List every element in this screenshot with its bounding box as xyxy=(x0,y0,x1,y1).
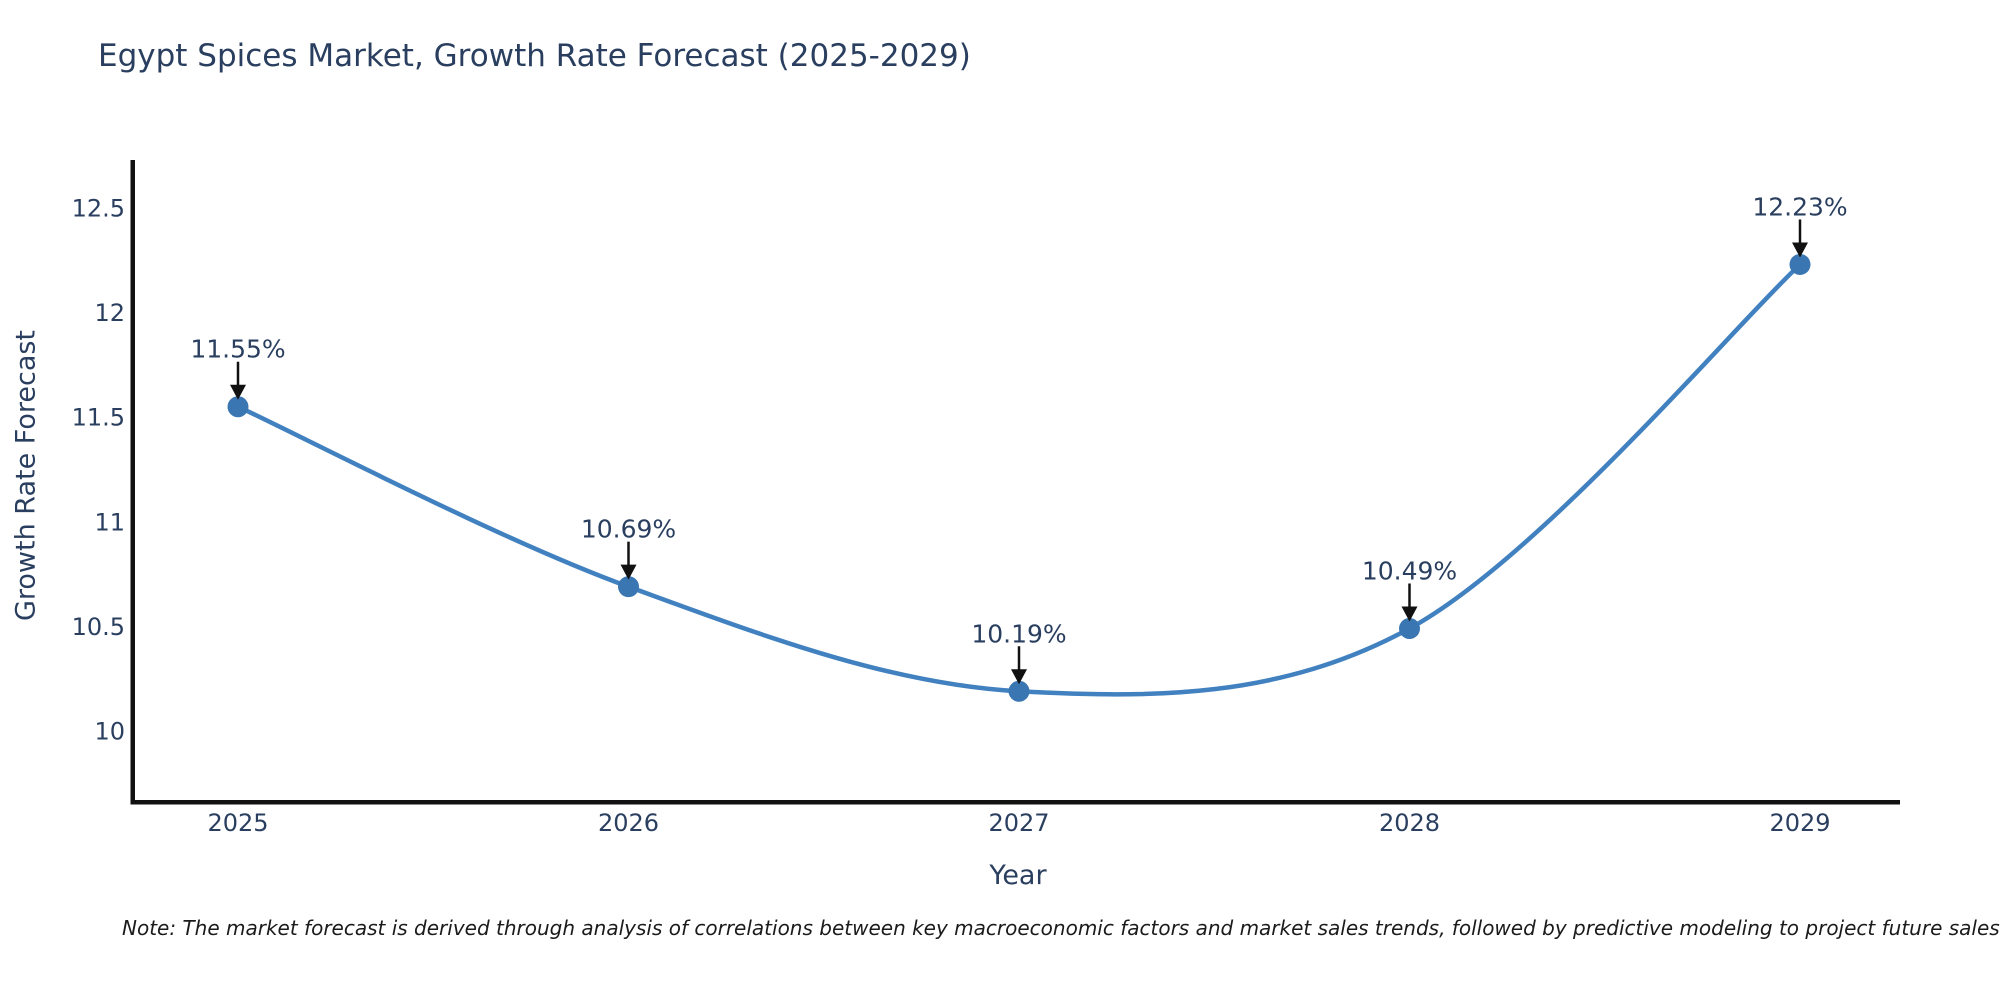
data-point-marker xyxy=(1789,253,1811,275)
annotation-arrow-head xyxy=(1401,606,1418,622)
data-point-marker xyxy=(1399,617,1420,639)
data-point-label: 10.49% xyxy=(1362,556,1457,585)
data-point-label: 10.19% xyxy=(971,619,1066,648)
footnote: Note: The market forecast is derived thr… xyxy=(122,916,2000,940)
y-tick-label: 11.5 xyxy=(72,404,125,432)
data-point-label: 11.55% xyxy=(190,335,285,364)
annotation-arrow-head xyxy=(1792,242,1808,258)
data-point-marker xyxy=(227,396,249,418)
y-tick-label: 11 xyxy=(94,508,125,536)
x-axis-title: Year xyxy=(989,860,1047,891)
x-tick-label: 2029 xyxy=(1769,809,1830,837)
chart-title: Egypt Spices Market, Growth Rate Forecas… xyxy=(98,38,971,74)
data-point-marker xyxy=(1008,680,1030,702)
data-point-label: 10.69% xyxy=(581,515,676,544)
data-point-marker xyxy=(618,576,639,598)
y-tick-label: 12.5 xyxy=(72,195,125,223)
y-tick-label: 10.5 xyxy=(72,613,125,641)
x-tick-label: 2028 xyxy=(1379,809,1440,837)
x-tick-label: 2025 xyxy=(207,809,268,837)
annotation-arrow-head xyxy=(1011,669,1027,685)
annotation-arrow-head xyxy=(620,564,637,580)
y-tick-label: 10 xyxy=(94,718,125,746)
x-tick-label: 2026 xyxy=(598,809,659,837)
y-tick-label: 12 xyxy=(94,299,125,327)
x-tick-label: 2027 xyxy=(988,809,1049,837)
annotation-arrow-head xyxy=(230,384,246,400)
x-axis-line xyxy=(130,800,1900,805)
data-point-label: 12.23% xyxy=(1752,192,1847,221)
y-axis-line xyxy=(130,160,135,805)
